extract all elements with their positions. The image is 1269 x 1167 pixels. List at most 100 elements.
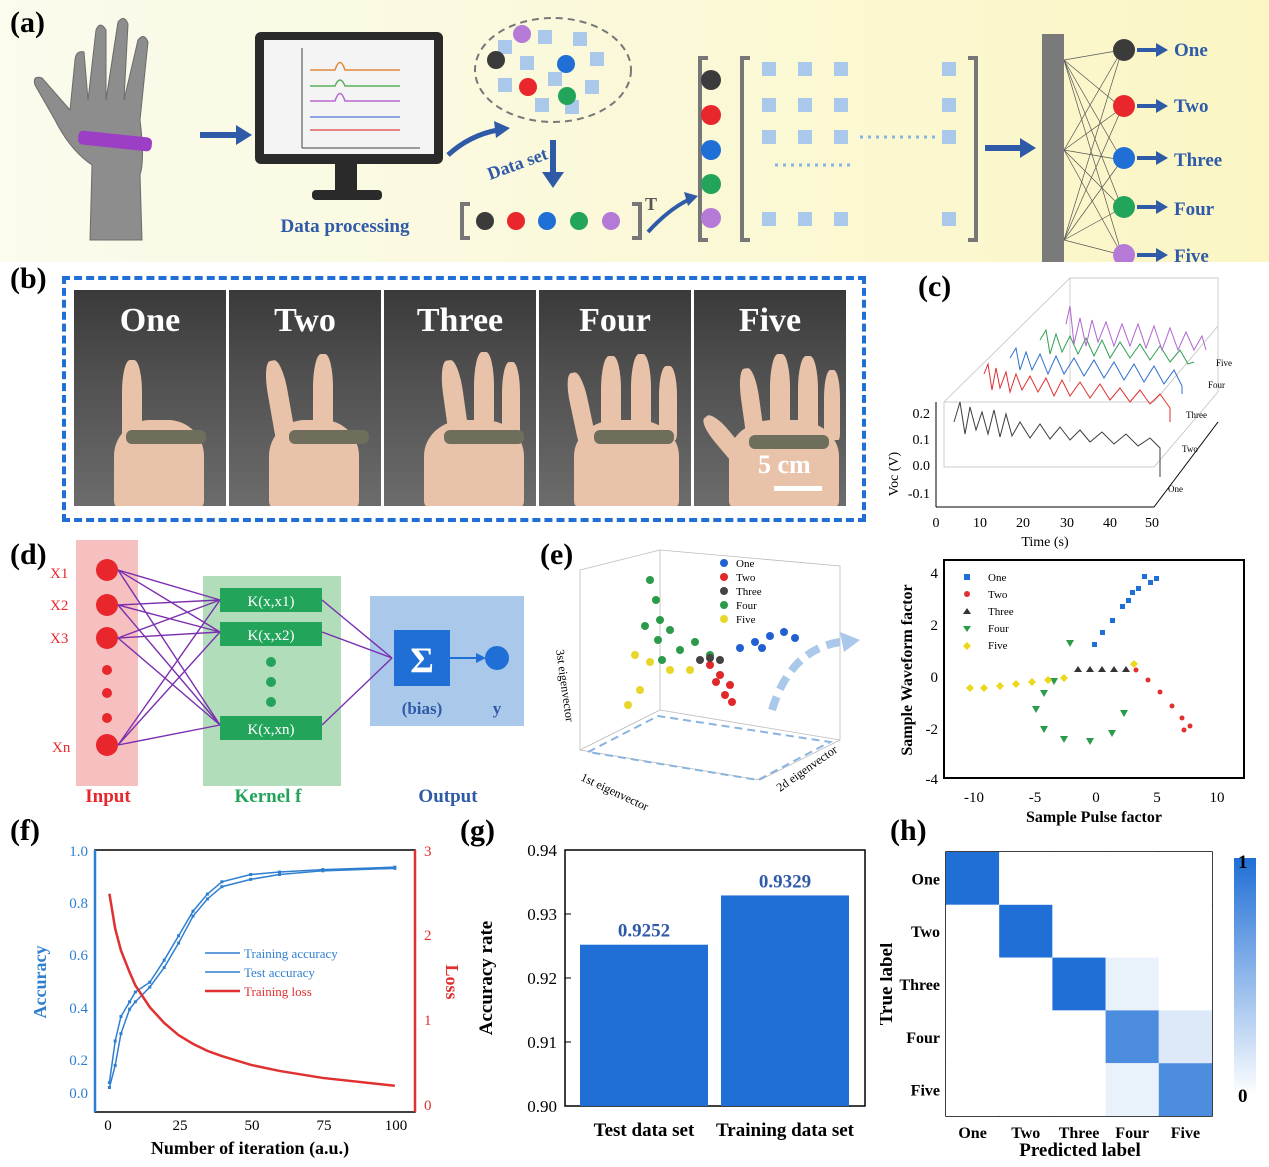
f-point [133,1000,137,1004]
h-cell [946,1063,1000,1116]
f-ytick-2: 0.8 [69,896,88,912]
photo-four: Four [539,290,691,506]
scatter-xtick-4: 5 [1153,790,1161,806]
y-node [485,646,509,670]
scatter3d-points [624,576,799,709]
f-point [128,1000,132,1004]
legend3d-three: Three [736,586,762,598]
f-point [148,980,152,984]
waveform-three [1009,346,1183,394]
f-point [148,985,152,989]
f-point [177,941,181,945]
h-row-label: Five [911,1083,940,1100]
colorbar [1234,858,1256,1096]
legend3d-two: Two [736,572,756,584]
f-point [128,1007,132,1011]
h-col-label: One [958,1125,986,1142]
g-ytick-label: 0.92 [527,969,557,988]
hand-illustration [33,18,153,241]
f-point [113,1063,117,1067]
sigma-symbol: Σ [410,640,434,680]
panel-d-svm-diagram: (d) X1 X2 X3 Xn K(x,x1) K(x,x2) K(x,xn) … [10,538,524,807]
photo-five: Five 5 cm [694,290,846,506]
monitor-icon [255,32,443,200]
data-set-squares [498,30,604,114]
legend2d-four: Four [988,623,1009,635]
h-row-label: Three [899,977,940,994]
gesture-label-one: One [119,302,181,339]
data-set-label: Data set [485,144,551,184]
legend3d-four: Four [736,600,757,612]
kernel-2: K(x,x2) [247,628,294,644]
h-cell [1105,852,1159,905]
h-cell [1158,1063,1212,1116]
h-col-label: Four [1115,1125,1149,1142]
f-point [119,1032,123,1036]
f-legend: Training accuracy Test accuracy Training… [205,946,338,999]
panel-c-xtick-3: 20 [1016,516,1030,531]
colorbar-max: 1 [1238,852,1248,873]
waveform-one [953,401,1161,477]
h-cell [999,852,1053,905]
f-legend-test-accuracy: Test accuracy [244,965,315,980]
matrix [740,56,978,242]
data-set-ellipse [474,17,632,123]
scatter-ytick-3: 0 [931,670,939,686]
output-nodes [1113,39,1168,262]
panel-a-label: (a) [10,6,45,39]
f-point [278,872,282,876]
g-bar-1 [580,944,708,1106]
f-y2tick-2: 2 [424,928,432,944]
f-point [278,870,282,874]
scatter-xtick-1: -10 [964,790,984,806]
classifier-connections [1063,49,1123,256]
waveform-four [1039,328,1195,365]
panel-c-ytick-1: 0.2 [913,407,931,422]
legend2d-three: Three [988,606,1014,618]
panel-c-3d-waveforms: (c) Voc (V) 0.2 0.1 0.0 -0.1 0 10 20 30 … [887,270,1232,550]
h-cell [1158,1010,1212,1064]
panel-c-ytick-2: 0.1 [913,433,931,448]
wristband [77,130,153,152]
photo-three: Three [384,290,536,506]
scatter2d-frame [943,559,1245,779]
axis3d-z-label: 3st eigenvector [553,648,577,722]
output-three: Three [1174,150,1222,171]
f-xtick-5: 100 [385,1118,408,1134]
h-cell [1105,1010,1159,1064]
f-ytick-6: 0.0 [69,1086,88,1102]
h-cell [1158,904,1212,958]
f-legend-training-accuracy: Training accuracy [244,946,338,961]
sigma-node [394,630,450,686]
f-series-training-loss [108,893,395,1088]
input-xn: Xn [52,740,71,756]
f-point [191,914,195,918]
input-x3: X3 [50,631,68,647]
f-point [107,1081,111,1085]
legend-3d: One Two Three Four Five [720,558,762,626]
photo-two: Two [229,290,381,506]
output-title: Output [418,786,478,807]
f-ytick-5: 0.2 [69,1053,88,1069]
f-legend-training-loss: Training loss [244,984,312,999]
f-ylabel-left: Accuracy [30,946,50,1019]
legend-2d: One Two Three Four Five [963,572,1014,652]
g-ytick-label: 0.91 [527,1033,557,1052]
h-cell [1052,904,1106,958]
f-y2tick-4: 0 [424,1098,432,1114]
f-point [220,880,224,884]
panel-c-xtick-5: 40 [1103,516,1117,531]
panel-g-label: (g) [460,814,495,847]
panel-h-confusion-matrix: (h) One One Two Two Three Three Four Four Five Fi… [880,814,1256,1161]
h-col-label: Three [1059,1125,1100,1142]
gesture-label-five: Five [738,302,802,339]
depth-label-one: One [1168,484,1183,494]
h-cell [946,852,1000,905]
input-x2: X2 [50,598,68,614]
panel-c-ylabel: Voc (V) [887,451,902,496]
kernel-title: Kernel f [234,786,302,807]
output-two: Two [1174,96,1208,117]
scatter-xlabel: Sample Pulse factor [1026,809,1162,826]
kernel-n: K(x,xn) [247,722,294,738]
colorbar-min: 0 [1238,1086,1248,1107]
